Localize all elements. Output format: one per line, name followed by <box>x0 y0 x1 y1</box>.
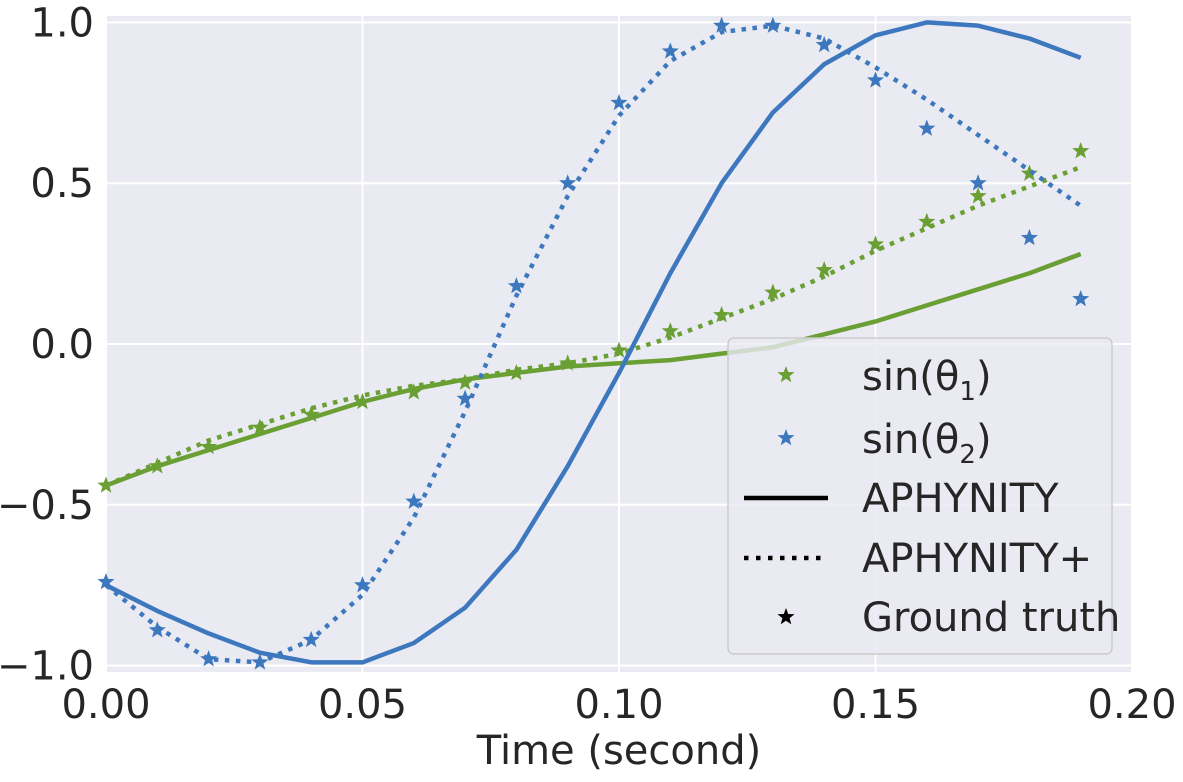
data-point-star <box>866 235 885 252</box>
data-point-star <box>866 71 885 88</box>
series-group <box>97 16 1090 670</box>
data-point-star <box>1072 289 1090 307</box>
legend-star-blue-icon <box>777 429 795 446</box>
legend: sin(θ1) sin(θ2) APHYNITY APHYNITY+ Groun… <box>727 337 1120 655</box>
legend-star-black-icon <box>777 608 795 625</box>
legend-label-aphynity: APHYNITY <box>862 476 1059 522</box>
x-tick-label: 0.20 <box>1087 682 1176 728</box>
series-2-markers <box>97 142 1090 493</box>
data-point-star <box>302 630 320 648</box>
data-point-star <box>815 261 833 278</box>
y-tick-label: −0.5 <box>0 483 94 529</box>
data-point-star <box>713 306 731 323</box>
data-point-star <box>148 621 166 638</box>
svg-text:sin(θ2): sin(θ2) <box>862 417 992 470</box>
y-tick-label: −1.0 <box>0 644 94 690</box>
data-point-star <box>1020 164 1038 181</box>
data-point-star <box>405 383 423 400</box>
x-tick-label: 0.10 <box>574 682 663 728</box>
data-point-star <box>251 418 269 435</box>
x-tick-label: 0.00 <box>61 682 150 728</box>
data-point-star <box>764 16 782 33</box>
legend-entry-aphynity: APHYNITY <box>744 476 1059 522</box>
legend-entry-aphynity-plus: APHYNITY+ <box>744 536 1092 582</box>
legend-label-ground-truth: Ground truth <box>862 595 1120 641</box>
legend-sub-theta2: 2 <box>959 440 976 470</box>
data-point-star <box>97 572 115 590</box>
legend-entry-sin-theta1: sin(θ1) <box>777 354 992 407</box>
legend-entry-sin-theta2: sin(θ2) <box>777 417 992 470</box>
data-point-star <box>559 174 577 191</box>
legend-label-sin-theta1: sin(θ <box>862 354 959 400</box>
data-point-star <box>456 389 474 406</box>
data-point-star <box>815 35 833 53</box>
legend-entry-ground-truth: Ground truth <box>777 595 1120 641</box>
y-tick-label: 0.0 <box>30 322 94 368</box>
data-point-star <box>764 283 782 300</box>
data-point-star <box>969 174 987 191</box>
data-point-star <box>559 354 577 371</box>
data-point-star <box>148 457 166 474</box>
data-point-star <box>507 363 525 381</box>
x-tick-labels: 0.00 0.05 0.10 0.15 0.20 <box>61 682 1176 728</box>
data-point-star <box>661 42 679 59</box>
series-line-3 <box>104 20 1082 665</box>
data-point-star <box>251 653 269 670</box>
y-tick-label: 1.0 <box>30 0 94 46</box>
data-point-star <box>456 373 474 390</box>
data-point-star <box>405 492 423 509</box>
x-tick-label: 0.05 <box>318 682 407 728</box>
data-point-star <box>97 476 115 493</box>
data-point-star <box>713 16 731 33</box>
series-5-markers <box>97 16 1090 670</box>
data-point-star <box>200 650 218 667</box>
y-tick-labels: 1.0 0.5 0.0 −0.5 −1.0 <box>0 0 94 689</box>
legend-label-sin-theta2: sin(θ <box>862 417 959 463</box>
legend-star-green-icon <box>777 366 795 383</box>
y-tick-label: 0.5 <box>30 161 94 207</box>
data-point-star <box>353 392 372 410</box>
x-tick-label: 0.15 <box>831 682 920 728</box>
data-point-star <box>918 212 936 230</box>
data-point-star <box>918 119 936 136</box>
x-axis-label: Time (second) <box>476 728 761 774</box>
data-point-star <box>610 341 628 358</box>
data-point-star <box>507 277 525 294</box>
data-point-star <box>610 93 628 111</box>
series-line-1 <box>105 165 1082 488</box>
data-point-star <box>302 405 320 423</box>
data-point-star <box>1020 228 1038 246</box>
series-line-0 <box>105 251 1082 488</box>
legend-box <box>727 337 1113 655</box>
data-point-star <box>969 187 987 204</box>
data-point-star <box>661 322 679 339</box>
series-line-4 <box>104 23 1082 665</box>
data-point-star <box>1072 142 1090 159</box>
legend-close-theta1: ) <box>976 354 992 400</box>
legend-label-aphynity-plus: APHYNITY+ <box>862 536 1092 582</box>
data-point-star <box>200 437 218 455</box>
legend-sub-theta1: 1 <box>959 377 976 407</box>
svg-text:sin(θ1): sin(θ1) <box>862 354 992 407</box>
data-point-star <box>353 576 372 593</box>
legend-close-theta2: ) <box>976 417 992 463</box>
